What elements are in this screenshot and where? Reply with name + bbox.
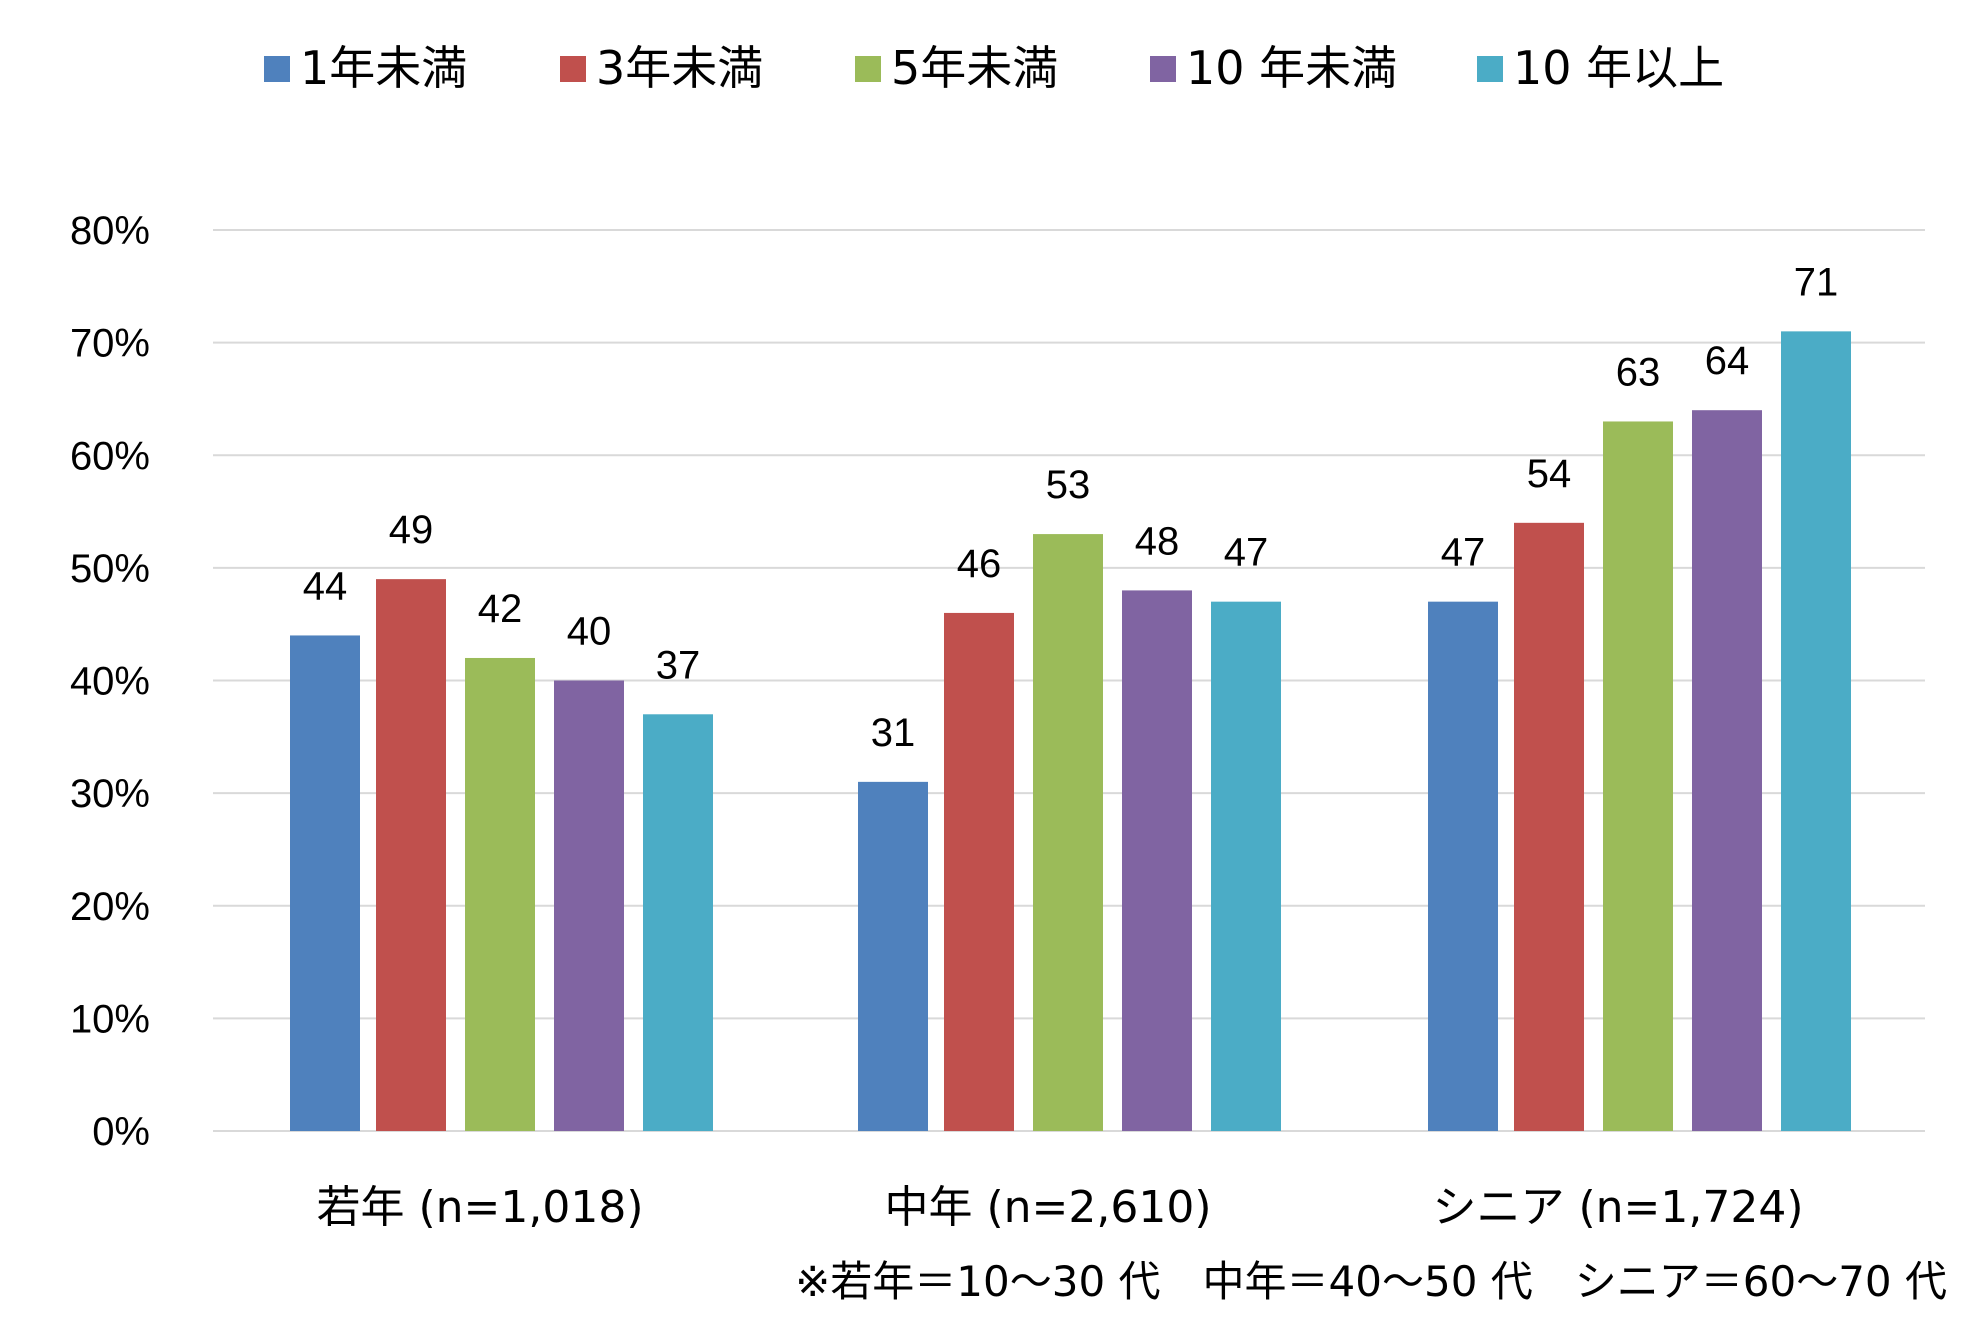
bar [1033, 534, 1103, 1131]
y-tick-label: 30% [70, 772, 150, 816]
x-category-label: 若年 (n=1,018) [316, 1182, 643, 1233]
y-tick-label: 10% [70, 997, 150, 1041]
bar [1122, 590, 1192, 1131]
data-label: 46 [957, 542, 1002, 586]
data-label: 49 [389, 508, 434, 552]
legend-swatch [1477, 56, 1503, 82]
data-label: 48 [1135, 519, 1180, 563]
legend-label: 10 年未満 [1186, 41, 1397, 95]
legend-swatch [560, 56, 586, 82]
data-label: 47 [1224, 531, 1269, 575]
bar [554, 680, 624, 1131]
data-label: 64 [1705, 339, 1750, 383]
legend-swatch [1150, 56, 1176, 82]
data-label: 37 [656, 643, 701, 687]
data-label: 63 [1616, 350, 1661, 394]
y-axis-ticks: 0% 10% 20% 30% 40% 50% 60% 70% 80% [70, 209, 150, 1154]
y-tick-label: 20% [70, 885, 150, 929]
legend-label: 10 年以上 [1513, 41, 1724, 95]
bar [643, 714, 713, 1131]
bar [944, 612, 1014, 1131]
data-label: 47 [1441, 531, 1486, 575]
bar [1428, 601, 1498, 1131]
data-label: 40 [567, 610, 612, 654]
bar [858, 781, 928, 1131]
bar [1781, 331, 1851, 1131]
legend-swatch [855, 56, 881, 82]
bar [1603, 421, 1673, 1131]
y-tick-label: 0% [92, 1110, 150, 1154]
legend-label: 1年未満 [300, 41, 467, 95]
bar [465, 657, 535, 1131]
bar [290, 635, 360, 1131]
footnote: ※若年＝10～30 代 中年＝40～50 代 シニア＝60～70 代 [795, 1257, 1947, 1306]
data-label: 31 [871, 711, 916, 755]
data-label: 53 [1046, 463, 1091, 507]
data-label: 42 [478, 587, 523, 631]
data-labels: 44 31 47 49 46 54 42 53 63 40 48 64 37 47 71 [303, 260, 1839, 755]
y-tick-label: 40% [70, 660, 150, 704]
data-label: 44 [303, 564, 348, 608]
bars [290, 331, 1851, 1131]
x-category-label: シニア (n=1,724) [1432, 1182, 1803, 1233]
legend-swatch [264, 56, 290, 82]
bar [1514, 522, 1584, 1131]
bar [1211, 601, 1281, 1131]
data-label: 71 [1794, 260, 1839, 304]
bar [1692, 410, 1762, 1131]
x-category-label: 中年 (n=2,610) [884, 1182, 1211, 1233]
legend: 1年未満 3年未満 5年未満 10 年未満 10 年以上 [264, 41, 1724, 95]
legend-label: 3年未満 [596, 41, 763, 95]
x-axis-categories: 若年 (n=1,018) 中年 (n=2,610) シニア (n=1,724) [316, 1182, 1803, 1233]
data-label: 54 [1527, 452, 1572, 496]
legend-label: 5年未満 [891, 41, 1058, 95]
bar [376, 579, 446, 1131]
y-tick-label: 70% [70, 322, 150, 366]
y-tick-label: 60% [70, 434, 150, 478]
y-tick-label: 80% [70, 209, 150, 253]
y-tick-label: 50% [70, 547, 150, 591]
